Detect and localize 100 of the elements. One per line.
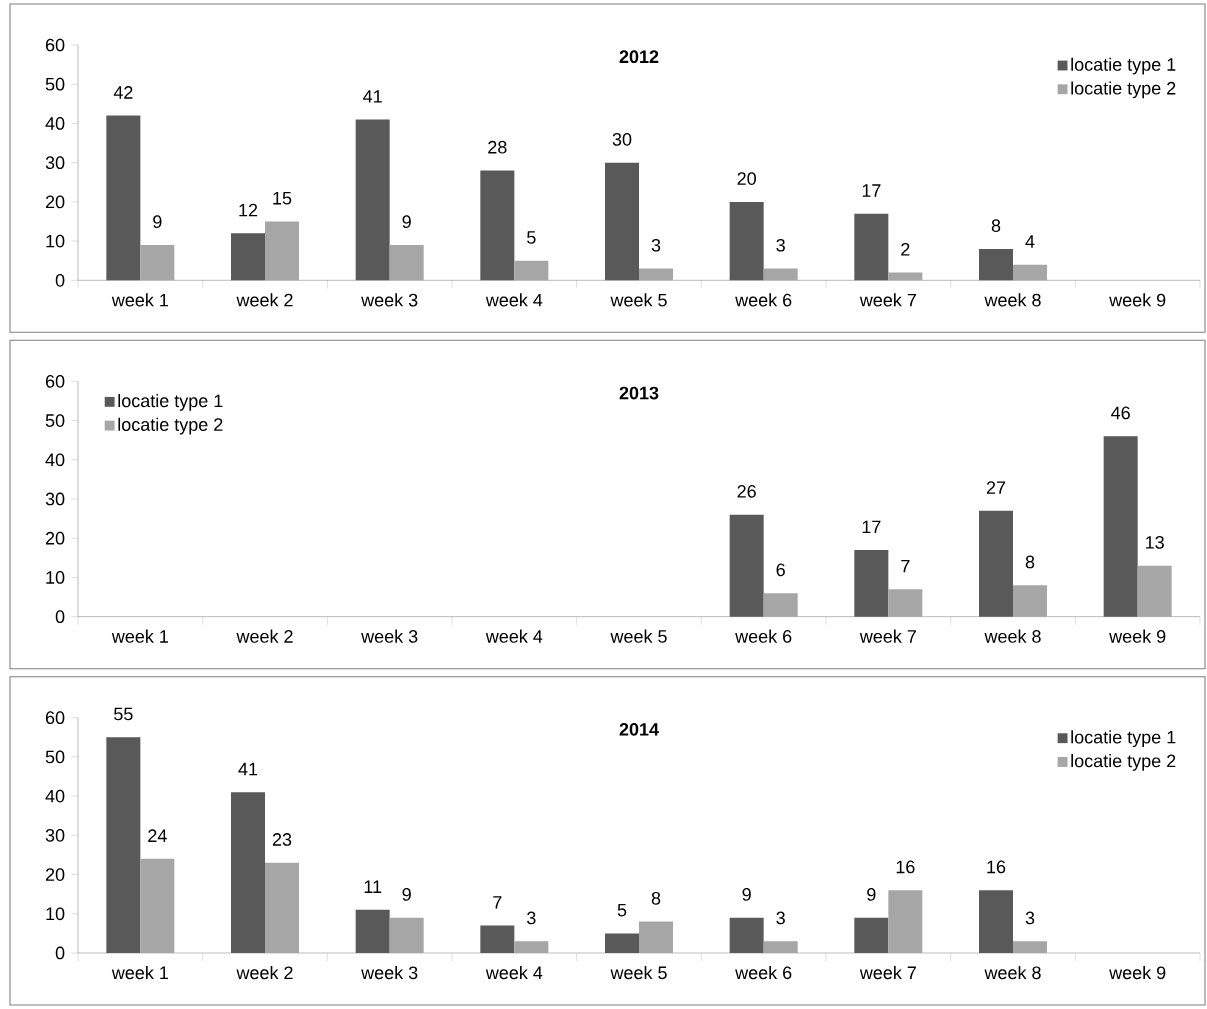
- bar: [763, 268, 798, 281]
- bar: [1137, 565, 1172, 617]
- data-label: 12: [239, 203, 258, 217]
- x-tick-label: week 2: [236, 965, 293, 980]
- data-label: 3: [776, 911, 785, 925]
- y-tick-label: 10: [46, 907, 65, 921]
- legend-label: locatie type 2: [118, 417, 223, 435]
- y-tick-label: 30: [45, 828, 65, 842]
- data-label: 9: [867, 888, 876, 901]
- data-label: 17: [862, 184, 881, 197]
- x-tick-label: week 7: [859, 293, 916, 307]
- bar: [480, 170, 515, 281]
- y-tick-label: 60: [45, 38, 65, 52]
- bar: [605, 162, 640, 281]
- x-tick-label: week 8: [984, 293, 1041, 307]
- y-tick-label: 50: [45, 750, 65, 764]
- data-label: 46: [1111, 406, 1130, 420]
- y-tick-label: 40: [45, 789, 65, 803]
- bar: [639, 921, 674, 953]
- x-tick-label: week 8: [984, 965, 1041, 980]
- x-tick-label: week 5: [610, 293, 667, 307]
- data-label: 3: [1025, 911, 1035, 925]
- y-tick-label: 30: [45, 492, 65, 506]
- data-label: 4: [1025, 235, 1035, 248]
- y-tick-label: 10: [46, 234, 65, 248]
- y-tick-label: 40: [45, 453, 65, 467]
- data-label: 3: [776, 238, 785, 252]
- x-tick-label: week 4: [485, 629, 543, 643]
- x-tick-label: week 7: [859, 965, 916, 980]
- x-tick-label: week 9: [1109, 293, 1166, 307]
- data-label: 9: [742, 888, 751, 901]
- bar: [979, 248, 1013, 281]
- data-label: 16: [896, 860, 915, 874]
- bar: [763, 593, 798, 617]
- bar: [1103, 436, 1138, 617]
- chart-title: 2014: [619, 722, 659, 736]
- legend-label: locatie type 1: [1071, 57, 1176, 75]
- bar: [265, 221, 299, 281]
- y-tick-label: 0: [55, 273, 65, 287]
- bar: [979, 510, 1013, 617]
- x-tick-label: week 1: [111, 293, 168, 307]
- y-tick-label: 0: [55, 610, 65, 624]
- data-label: 5: [527, 231, 536, 244]
- bar: [1013, 941, 1047, 953]
- bar: [106, 737, 141, 953]
- x-tick-label: week 6: [735, 965, 792, 980]
- x-tick-label: week 6: [735, 293, 792, 307]
- y-tick-label: 20: [45, 195, 65, 209]
- bar: [231, 233, 265, 281]
- data-label: 42: [113, 86, 133, 99]
- y-tick-label: 40: [45, 117, 65, 130]
- data-label: 20: [737, 172, 756, 185]
- bar: [729, 917, 764, 953]
- bar: [355, 119, 390, 281]
- bar: [140, 245, 175, 281]
- x-tick-label: week 3: [361, 629, 418, 643]
- data-label: 9: [153, 215, 162, 229]
- bar: [355, 909, 390, 953]
- y-tick-label: 10: [46, 571, 65, 584]
- x-tick-label: week 7: [859, 629, 916, 643]
- data-label: 8: [1025, 555, 1035, 569]
- x-tick-label: week 5: [610, 965, 667, 980]
- data-label: 6: [776, 563, 785, 577]
- bar: [854, 549, 889, 617]
- legend-label: locatie type 1: [118, 393, 223, 411]
- y-tick-label: 0: [55, 946, 65, 960]
- data-label: 13: [1146, 535, 1164, 549]
- bar: [140, 858, 175, 953]
- y-tick-label: 60: [45, 711, 65, 725]
- data-label: 9: [402, 215, 411, 229]
- data-label: 8: [991, 219, 1001, 233]
- bar: [389, 917, 424, 953]
- bar: [888, 890, 923, 953]
- data-label: 7: [493, 896, 502, 909]
- bar: [729, 514, 764, 617]
- x-tick-label: week 2: [236, 629, 293, 643]
- x-tick-label: week 1: [111, 965, 168, 980]
- x-tick-label: week 3: [361, 965, 418, 980]
- bar: [106, 115, 141, 281]
- chart-title: 2013: [619, 386, 659, 400]
- data-label: 55: [114, 707, 133, 721]
- legend-label: locatie type 2: [1071, 754, 1176, 771]
- x-tick-label: week 2: [236, 293, 293, 307]
- data-label: 11: [364, 880, 382, 893]
- data-label: 16: [987, 860, 1006, 874]
- data-label: 41: [363, 90, 382, 103]
- bar: [763, 941, 798, 953]
- data-label: 30: [612, 132, 632, 146]
- bar: [605, 933, 640, 953]
- bar: [514, 941, 549, 953]
- data-label: 9: [402, 888, 411, 901]
- y-tick-label: 20: [45, 531, 65, 545]
- x-tick-label: week 4: [485, 965, 543, 980]
- bar: [888, 589, 923, 617]
- data-label: 41: [238, 762, 258, 776]
- bar: [979, 890, 1013, 953]
- bar: [854, 917, 889, 953]
- y-tick-label: 30: [45, 156, 65, 170]
- data-label: 24: [148, 829, 167, 842]
- x-tick-label: week 1: [111, 629, 168, 643]
